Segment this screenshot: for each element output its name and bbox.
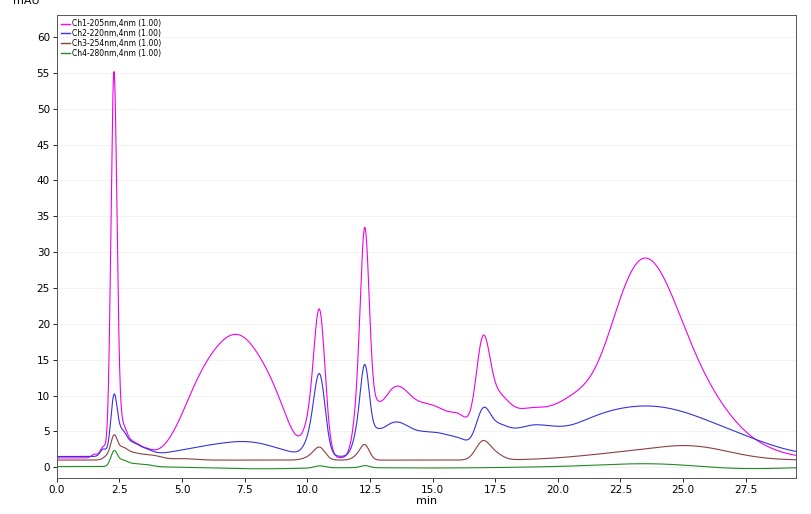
Text: mAU: mAU [12,0,39,6]
Legend: Ch1-205nm,4nm (1.00), Ch2-220nm,4nm (1.00), Ch3-254nm,4nm (1.00), Ch4-280nm,4nm : Ch1-205nm,4nm (1.00), Ch2-220nm,4nm (1.0… [61,19,161,58]
X-axis label: min: min [415,497,436,506]
